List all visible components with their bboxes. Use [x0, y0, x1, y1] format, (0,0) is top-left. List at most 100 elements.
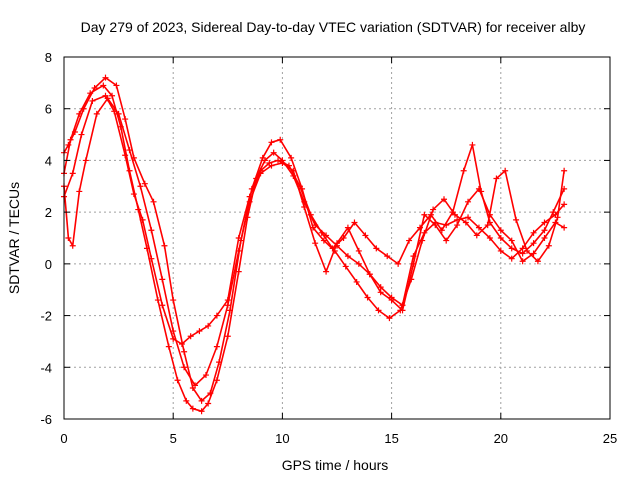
data-point [406, 237, 413, 244]
data-point [82, 157, 89, 164]
grid-layer [64, 57, 610, 419]
data-point [475, 224, 482, 231]
data-point [122, 152, 129, 159]
data-point [519, 250, 526, 257]
data-point [224, 333, 231, 340]
data-point [493, 175, 500, 182]
chart-title: Day 279 of 2023, Sidereal Day-to-day VTE… [81, 19, 586, 35]
data-point [530, 229, 537, 236]
data-point [78, 131, 85, 138]
data-point [323, 268, 330, 275]
y-tick-label: 2 [45, 205, 52, 220]
data-point [170, 297, 177, 304]
data-point [561, 201, 568, 208]
data-point [486, 211, 493, 218]
data-point [115, 110, 122, 117]
data-point [375, 307, 382, 314]
data-point [344, 224, 351, 231]
y-tick-label: 4 [45, 153, 52, 168]
x-tick-label: 20 [494, 431, 508, 446]
data-point [257, 170, 264, 177]
data-point [207, 390, 214, 397]
x-tick-label: 10 [275, 431, 289, 446]
data-point [279, 160, 286, 167]
data-point [189, 405, 196, 412]
data-point [502, 167, 509, 174]
data-point [159, 276, 166, 283]
data-point [460, 167, 467, 174]
data-point [541, 235, 548, 241]
data-point [519, 245, 526, 252]
data-point [288, 154, 295, 161]
data-point [202, 372, 209, 379]
data-point [334, 240, 340, 247]
data-point [384, 253, 391, 260]
data-point [299, 185, 306, 192]
data-point [541, 219, 548, 226]
data-point [198, 408, 205, 415]
data-point [355, 247, 362, 254]
y-tick-label: -6 [40, 412, 52, 427]
data-point [552, 219, 559, 226]
data-point [141, 180, 148, 187]
data-point [174, 377, 181, 384]
data-point [275, 157, 282, 164]
data-point [441, 196, 448, 203]
data-point [373, 245, 380, 252]
y-tick-label: -2 [40, 309, 52, 324]
data-point [80, 105, 87, 112]
data-point [386, 315, 393, 322]
data-point [377, 289, 384, 296]
data-point [76, 188, 83, 195]
plot-frame [63, 56, 611, 420]
data-point [430, 206, 437, 213]
data-point [344, 253, 351, 260]
data-point [362, 232, 369, 239]
data-point [508, 245, 515, 252]
data-point [213, 343, 220, 350]
data-point [198, 397, 205, 404]
data-point [170, 328, 177, 335]
data-point [235, 247, 242, 254]
data-point [484, 222, 491, 229]
data-point [181, 348, 188, 355]
data-point [451, 211, 458, 218]
data-point [139, 216, 146, 223]
data-point [508, 255, 515, 262]
data-point [530, 240, 537, 247]
data-point [301, 203, 308, 210]
data-point [465, 214, 472, 221]
data-point [399, 307, 406, 314]
data-point [465, 198, 472, 205]
data-point [213, 312, 220, 319]
data-point [161, 242, 168, 249]
y-tick-label: 0 [45, 257, 52, 272]
x-tick-label: 25 [603, 431, 617, 446]
data-point [137, 183, 144, 190]
data-point [213, 377, 220, 384]
data-point [475, 185, 482, 192]
data-point [419, 237, 426, 244]
data-point [508, 237, 515, 244]
data-point [473, 232, 480, 239]
data-point [353, 278, 360, 285]
data-point [196, 328, 203, 335]
series-line [63, 84, 565, 413]
data-point [534, 258, 541, 265]
data-point [113, 82, 120, 89]
data-point [205, 400, 212, 407]
data-point [550, 209, 557, 216]
data-point [130, 191, 137, 198]
data-point [320, 237, 327, 244]
data-point [181, 364, 188, 371]
data-point [469, 141, 476, 148]
data-point [364, 294, 371, 301]
data-point [91, 85, 98, 92]
data-point [410, 260, 417, 267]
x-tick-label: 15 [384, 431, 398, 446]
data-point [71, 128, 78, 135]
data-point [342, 263, 349, 270]
data-point [100, 82, 107, 89]
data-point [122, 116, 129, 123]
data-point [226, 307, 233, 314]
